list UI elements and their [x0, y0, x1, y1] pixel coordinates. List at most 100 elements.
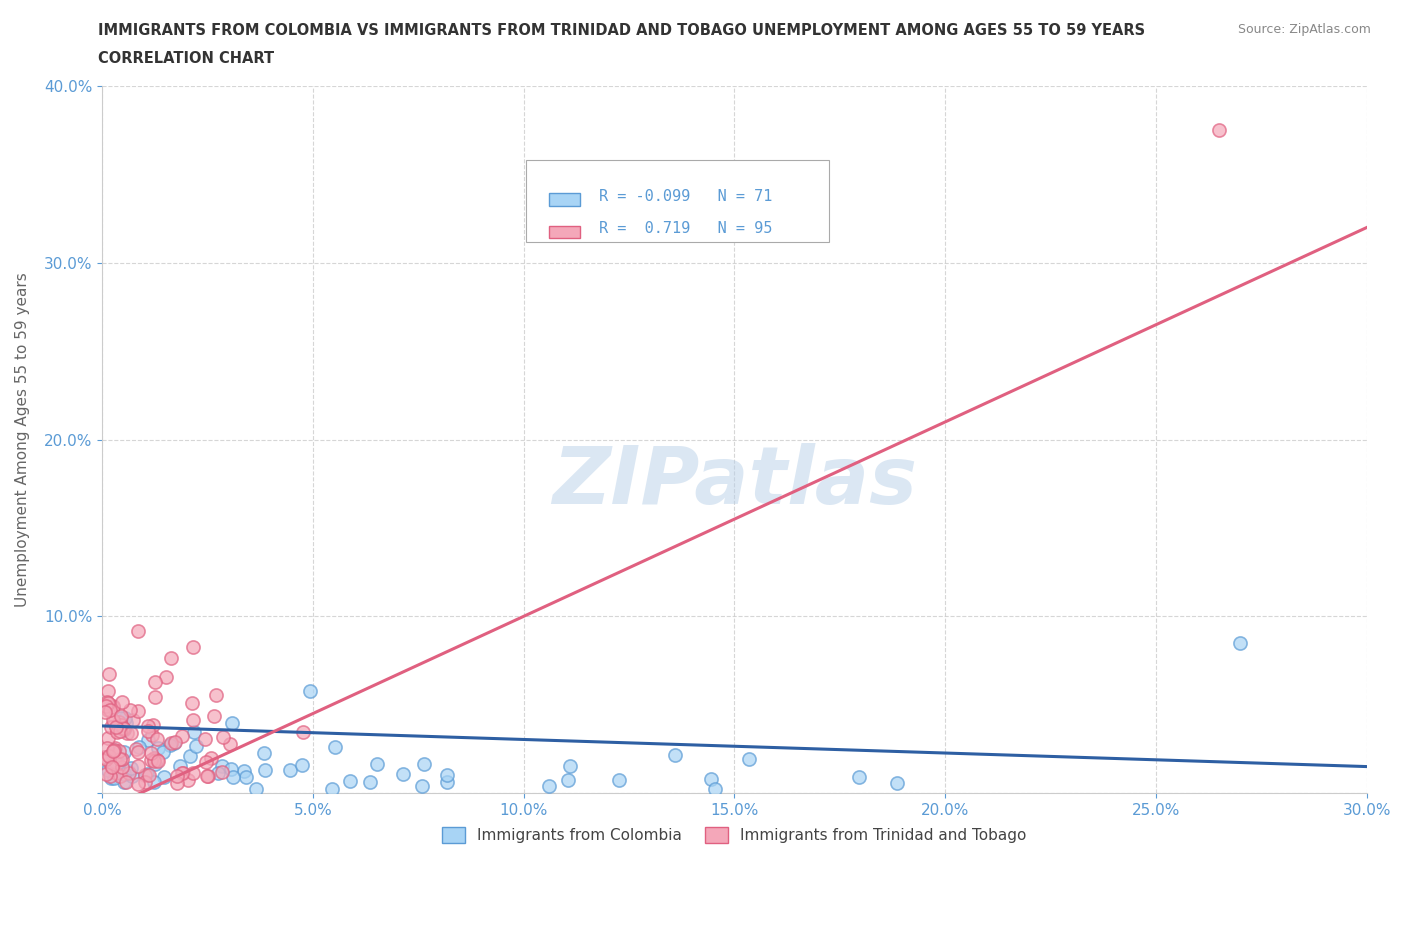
- Point: [142, 753, 165, 768]
- Point: [172, 728, 194, 743]
- Point: [290, 758, 312, 773]
- Point: [143, 775, 166, 790]
- Point: [100, 759, 122, 774]
- Point: [219, 762, 242, 777]
- Point: [197, 768, 219, 783]
- Point: [120, 726, 142, 741]
- Point: [120, 703, 142, 718]
- Point: [97, 696, 120, 711]
- Point: [278, 763, 301, 777]
- Point: [538, 778, 561, 793]
- Point: [114, 711, 136, 726]
- Point: [97, 702, 120, 717]
- Point: [177, 772, 200, 787]
- Point: [136, 719, 159, 734]
- Point: [120, 761, 142, 776]
- Point: [359, 775, 381, 790]
- Point: [179, 749, 201, 764]
- Point: [108, 724, 131, 738]
- Point: [291, 724, 314, 739]
- Point: [253, 763, 276, 777]
- Point: [172, 765, 194, 780]
- Point: [97, 749, 120, 764]
- Point: [96, 740, 118, 755]
- Point: [111, 760, 134, 775]
- Point: [202, 709, 225, 724]
- Point: [105, 719, 128, 734]
- Point: [105, 724, 128, 739]
- Point: [200, 751, 222, 765]
- Point: [100, 771, 122, 786]
- Point: [148, 740, 170, 755]
- Point: [138, 767, 160, 782]
- Point: [101, 699, 124, 714]
- Point: [94, 751, 117, 766]
- FancyBboxPatch shape: [526, 160, 830, 242]
- Point: [848, 769, 870, 784]
- Point: [219, 737, 242, 751]
- Point: [97, 763, 120, 777]
- Point: [111, 751, 134, 766]
- Point: [139, 752, 162, 767]
- Text: Source: ZipAtlas.com: Source: ZipAtlas.com: [1237, 23, 1371, 36]
- Point: [142, 717, 165, 732]
- Point: [169, 759, 191, 774]
- Point: [436, 767, 458, 782]
- Point: [103, 742, 125, 757]
- Point: [96, 750, 118, 764]
- Point: [155, 670, 177, 684]
- Point: [139, 746, 162, 761]
- Point: [108, 715, 131, 730]
- Point: [101, 747, 124, 762]
- Point: [112, 720, 135, 735]
- Point: [101, 762, 124, 777]
- Point: [211, 730, 233, 745]
- Point: [127, 623, 149, 638]
- Point: [121, 768, 143, 783]
- Point: [207, 766, 229, 781]
- Point: [108, 744, 131, 759]
- Point: [152, 744, 174, 759]
- Point: [145, 757, 167, 772]
- Point: [181, 713, 204, 728]
- Point: [96, 695, 118, 710]
- Point: [558, 759, 581, 774]
- Point: [112, 766, 135, 781]
- Point: [159, 737, 181, 752]
- Point: [211, 759, 233, 774]
- Text: CORRELATION CHART: CORRELATION CHART: [98, 51, 274, 66]
- Point: [127, 745, 149, 760]
- Point: [235, 770, 257, 785]
- Point: [145, 753, 167, 768]
- Point: [194, 731, 217, 746]
- Point: [195, 768, 218, 783]
- Point: [299, 684, 322, 698]
- Point: [325, 740, 347, 755]
- Point: [136, 766, 159, 781]
- Point: [211, 764, 233, 779]
- Point: [117, 764, 139, 778]
- Point: [127, 703, 149, 718]
- Point: [222, 770, 245, 785]
- Point: [413, 757, 436, 772]
- Point: [146, 731, 169, 746]
- Point: [118, 765, 141, 780]
- Point: [163, 735, 186, 750]
- Y-axis label: Unemployment Among Ages 55 to 59 years: Unemployment Among Ages 55 to 59 years: [15, 272, 30, 607]
- Point: [93, 750, 115, 764]
- Point: [101, 712, 124, 727]
- Point: [205, 687, 228, 702]
- Point: [96, 766, 118, 781]
- Point: [186, 739, 208, 754]
- Point: [609, 772, 631, 787]
- Point: [557, 773, 579, 788]
- Point: [134, 775, 156, 790]
- Point: [411, 779, 433, 794]
- Point: [886, 776, 908, 790]
- Point: [115, 775, 138, 790]
- Point: [112, 775, 135, 790]
- Point: [103, 771, 125, 786]
- Point: [366, 756, 388, 771]
- Text: ZIPatlas: ZIPatlas: [553, 443, 917, 521]
- Bar: [548, 193, 581, 206]
